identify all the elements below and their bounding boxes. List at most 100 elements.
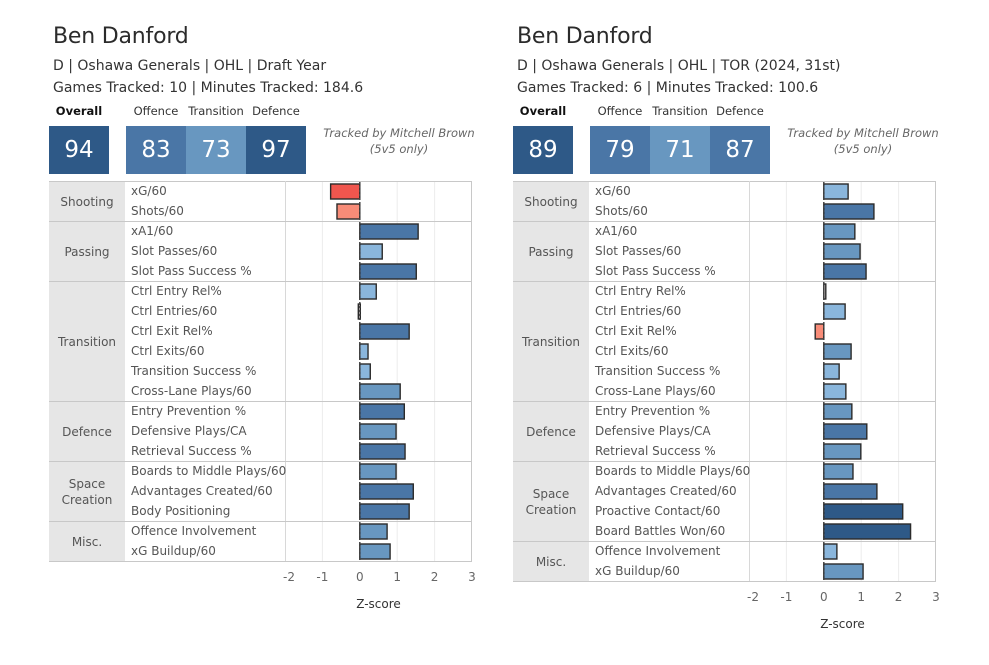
category-label: Transition <box>513 281 589 401</box>
bar-ctrl-exit-rel- <box>814 323 825 340</box>
offence-label: Offence <box>597 104 643 118</box>
bar-retrieval-success- <box>823 443 862 460</box>
defence-score: 87 <box>710 126 770 174</box>
category-label: Defence <box>513 401 589 461</box>
bar-entry-prevention- <box>359 403 406 420</box>
overall-score: 94 <box>49 126 109 174</box>
bar-cross-lane-plays-60 <box>359 383 401 400</box>
bar-ctrl-entry-rel- <box>359 283 377 300</box>
bar-slot-pass-success- <box>823 263 867 280</box>
category-label: Passing <box>513 221 589 281</box>
bar-transition-success- <box>823 363 840 380</box>
offence-score: 83 <box>126 126 186 174</box>
category-label: Transition <box>49 281 125 401</box>
offence-score: 79 <box>590 126 650 174</box>
tracking-summary: Games Tracked: 6 | Minutes Tracked: 100.… <box>517 80 819 96</box>
metric-label: Ctrl Exit Rel% <box>595 324 677 338</box>
transition-score: 71 <box>650 126 710 174</box>
tracked-by: Tracked by Mitchell Brown <box>787 126 939 140</box>
bar-slot-pass-success- <box>359 263 417 280</box>
bar-slot-passes-60 <box>823 243 861 260</box>
metric-label: xA1/60 <box>595 224 638 238</box>
bar-boards-to-middle-plays-60 <box>359 463 397 480</box>
metric-label: Defensive Plays/CA <box>131 424 247 438</box>
bar-shots-60 <box>823 203 875 220</box>
tracking-summary: Games Tracked: 10 | Minutes Tracked: 184… <box>53 80 364 96</box>
metric-label: Boards to Middle Plays/60 <box>131 464 287 478</box>
player-name: Ben Danford <box>53 24 189 49</box>
tracked-by-note: Tracked by Mitchell Brown (5v5 only) <box>319 125 479 157</box>
bar-proactive-contact-60 <box>823 503 904 520</box>
metric-label: Offence Involvement <box>595 544 721 558</box>
tracked-by: Tracked by Mitchell Brown <box>323 126 475 140</box>
metric-label: xA1/60 <box>131 224 174 238</box>
metric-label: Proactive Contact/60 <box>595 504 721 518</box>
defence-label: Defence <box>252 104 300 118</box>
category-label: Shooting <box>513 181 589 221</box>
metric-label: Transition Success % <box>131 364 257 378</box>
x-tick-label: 1 <box>857 590 865 604</box>
bar-transition-success- <box>359 363 371 380</box>
tracked-note: (5v5 only) <box>369 142 429 156</box>
tracked-by-note: Tracked by Mitchell Brown (5v5 only) <box>783 125 943 157</box>
metric-label: Advantages Created/60 <box>131 484 273 498</box>
player-subtitle: D | Oshawa Generals | OHL | TOR (2024, 3… <box>517 58 841 74</box>
metric-label: xG Buildup/60 <box>131 544 216 558</box>
bar-xa1-60 <box>359 223 419 240</box>
metric-label: Slot Pass Success % <box>595 264 716 278</box>
transition-label: Transition <box>188 104 244 118</box>
bar-defensive-plays-ca <box>359 423 397 440</box>
metric-label: Entry Prevention % <box>595 404 711 418</box>
metric-label: Cross-Lane Plays/60 <box>595 384 716 398</box>
metric-label: Ctrl Exit Rel% <box>131 324 213 338</box>
metric-label: Defensive Plays/CA <box>595 424 711 438</box>
bar-advantages-created-60 <box>359 483 414 500</box>
x-tick-label: 2 <box>431 570 439 584</box>
bar-ctrl-exits-60 <box>823 343 852 360</box>
bar-xg-buildup-60 <box>823 563 864 580</box>
x-axis-title: Z-score <box>356 597 401 611</box>
bar-offence-involvement <box>359 523 388 540</box>
metric-label: Offence Involvement <box>131 524 257 538</box>
transition-score: 73 <box>186 126 246 174</box>
player-card-nhl-draft: Ben Danford D | Oshawa Generals | OHL | … <box>513 0 983 665</box>
player-name: Ben Danford <box>517 24 653 49</box>
category-label: Space Creation <box>49 461 125 521</box>
x-tick-label: 0 <box>356 570 364 584</box>
bar-body-positioning <box>359 503 410 520</box>
overall-label: Overall <box>55 104 103 118</box>
metric-label: Retrieval Success % <box>131 444 252 458</box>
bar-ctrl-entries-60 <box>823 303 846 320</box>
bar-board-battles-won-60 <box>823 523 912 540</box>
x-tick-label: -2 <box>747 590 759 604</box>
metric-label: Ctrl Entry Rel% <box>131 284 222 298</box>
bar-xg-buildup-60 <box>359 543 391 560</box>
metric-label: Slot Pass Success % <box>131 264 252 278</box>
metric-label: Ctrl Exits/60 <box>131 344 205 358</box>
metric-label: Shots/60 <box>595 204 648 218</box>
metric-label: Ctrl Exits/60 <box>595 344 669 358</box>
x-tick-label: 1 <box>393 570 401 584</box>
metric-label: Retrieval Success % <box>595 444 716 458</box>
metric-label: xG Buildup/60 <box>595 564 680 578</box>
x-tick-label: -2 <box>283 570 295 584</box>
bar-slot-passes-60 <box>359 243 383 260</box>
overall-label: Overall <box>519 104 567 118</box>
bar-boards-to-middle-plays-60 <box>823 463 854 480</box>
category-label: Shooting <box>49 181 125 221</box>
category-label: Misc. <box>513 541 589 581</box>
metric-label: Body Positioning <box>131 504 231 518</box>
defence-label: Defence <box>716 104 764 118</box>
bar-offence-involvement <box>823 543 838 560</box>
bar-xg-60 <box>823 183 849 200</box>
metric-label: Shots/60 <box>131 204 184 218</box>
bar-xg-60 <box>329 183 361 200</box>
category-label: Misc. <box>49 521 125 561</box>
x-tick-label: 3 <box>468 570 476 584</box>
category-label: Defence <box>49 401 125 461</box>
metric-label: Cross-Lane Plays/60 <box>131 384 252 398</box>
bar-ctrl-exit-rel- <box>359 323 410 340</box>
defence-score: 97 <box>246 126 306 174</box>
x-axis-title: Z-score <box>820 617 865 631</box>
bar-cross-lane-plays-60 <box>823 383 847 400</box>
